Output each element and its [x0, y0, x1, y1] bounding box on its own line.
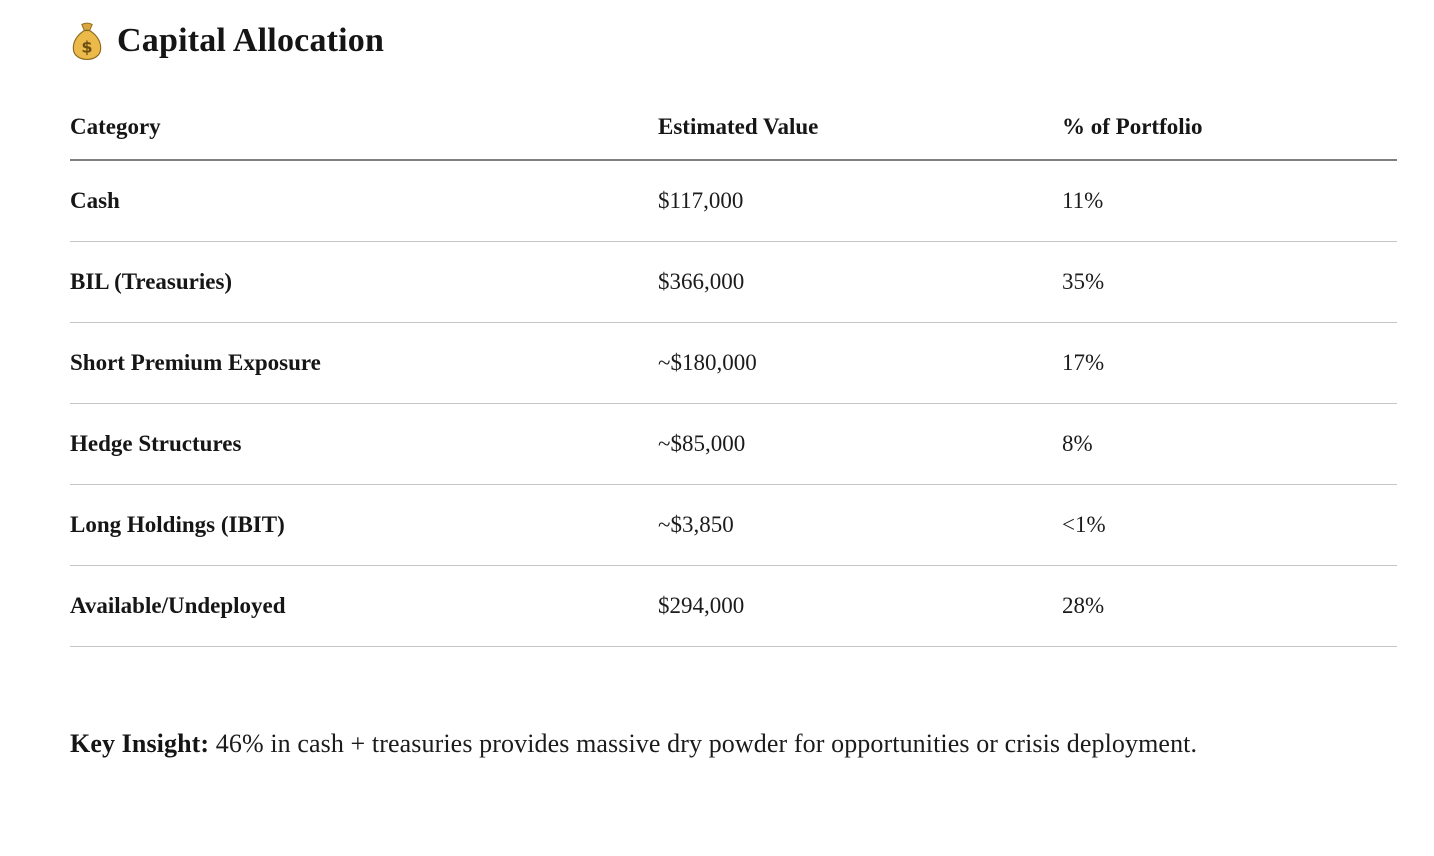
- table-row: Long Holdings (IBIT) ~$3,850 <1%: [70, 484, 1397, 566]
- cell-pct-of-portfolio: 11%: [1062, 160, 1397, 242]
- page-title-row: $ Capital Allocation: [70, 18, 1398, 64]
- cell-category: Cash: [70, 160, 658, 242]
- page-title: Capital Allocation: [117, 22, 385, 59]
- capital-allocation-table: Category Estimated Value % of Portfolio …: [70, 94, 1397, 647]
- column-header-category: Category: [70, 94, 658, 161]
- table-row: Available/Undeployed $294,000 28%: [70, 565, 1397, 647]
- cell-estimated-value: $366,000: [658, 241, 1062, 323]
- key-insight: Key Insight: 46% in cash + treasuries pr…: [70, 719, 1220, 769]
- key-insight-label: Key Insight:: [70, 728, 210, 758]
- svg-text:$: $: [81, 37, 92, 56]
- column-header-pct-of-portfolio: % of Portfolio: [1062, 94, 1397, 161]
- money-bag-icon: $: [70, 21, 104, 61]
- cell-pct-of-portfolio: 28%: [1062, 565, 1397, 647]
- cell-category: Hedge Structures: [70, 403, 658, 485]
- cell-pct-of-portfolio: 8%: [1062, 403, 1397, 485]
- cell-pct-of-portfolio: <1%: [1062, 484, 1397, 566]
- column-header-estimated-value: Estimated Value: [658, 94, 1062, 161]
- cell-category: Long Holdings (IBIT): [70, 484, 658, 566]
- cell-category: Short Premium Exposure: [70, 322, 658, 404]
- table-row: Short Premium Exposure ~$180,000 17%: [70, 322, 1397, 404]
- cell-estimated-value: $294,000: [658, 565, 1062, 647]
- cell-estimated-value: ~$180,000: [658, 322, 1062, 404]
- table-row: Cash $117,000 11%: [70, 160, 1397, 242]
- document-page: $ Capital Allocation Category Estimated …: [70, 18, 1398, 769]
- cell-pct-of-portfolio: 17%: [1062, 322, 1397, 404]
- key-insight-text: 46% in cash + treasuries provides massiv…: [215, 728, 1198, 758]
- table-row: Hedge Structures ~$85,000 8%: [70, 403, 1397, 485]
- table-header-row: Category Estimated Value % of Portfolio: [70, 94, 1397, 161]
- cell-category: BIL (Treasuries): [70, 241, 658, 323]
- cell-estimated-value: ~$85,000: [658, 403, 1062, 485]
- cell-pct-of-portfolio: 35%: [1062, 241, 1397, 323]
- cell-category: Available/Undeployed: [70, 565, 658, 647]
- cell-estimated-value: ~$3,850: [658, 484, 1062, 566]
- cell-estimated-value: $117,000: [658, 160, 1062, 242]
- table-row: BIL (Treasuries) $366,000 35%: [70, 241, 1397, 323]
